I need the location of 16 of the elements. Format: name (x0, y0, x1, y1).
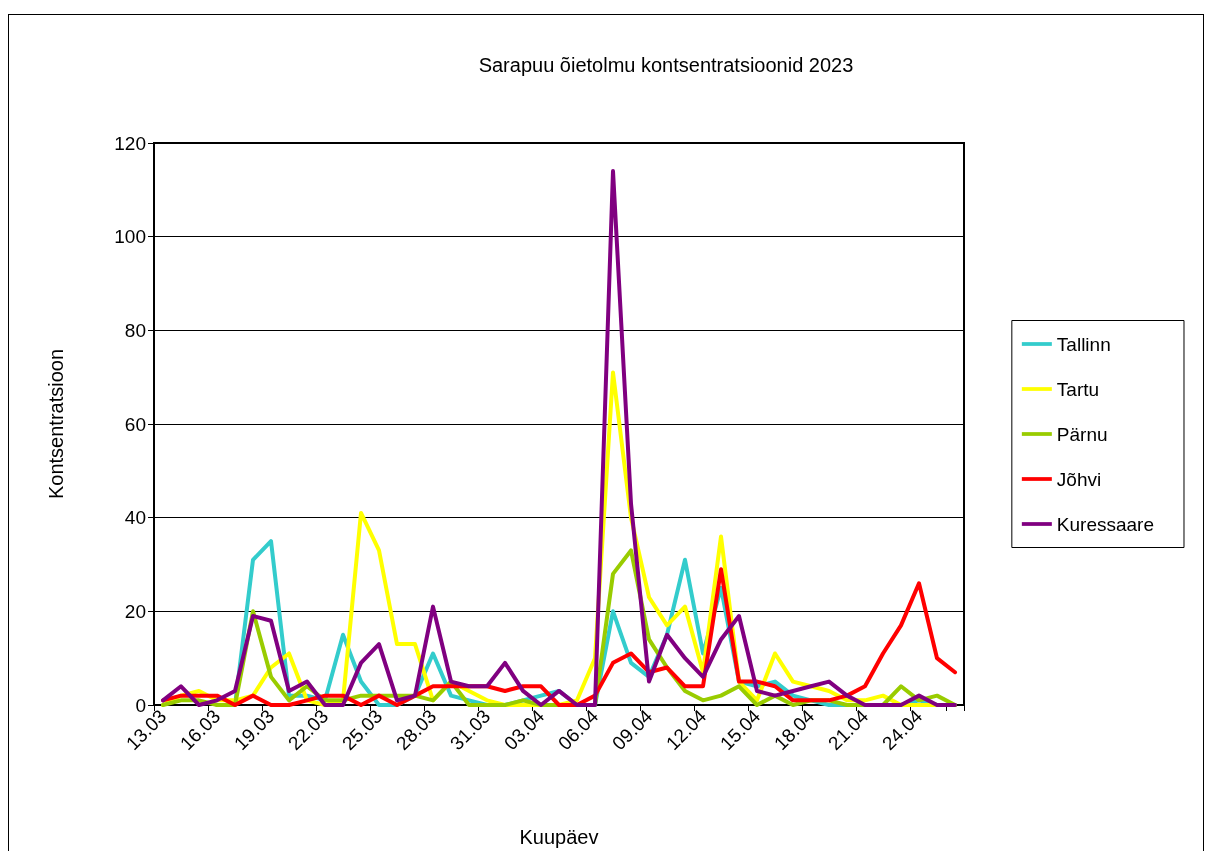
y-tick-label: 0 (135, 694, 146, 716)
y-tick-label: 40 (124, 507, 146, 529)
x-axis-title: Kuupäev (519, 826, 599, 848)
y-tick-label: 120 (114, 132, 146, 154)
y-tick-label: 60 (124, 413, 146, 435)
chart-title: Sarapuu õietolmu kontsentratsioonid 2023 (478, 54, 854, 76)
legend-label: Jõhvi (1056, 468, 1102, 490)
legend-label: Tartu (1056, 378, 1100, 400)
line-series (161, 169, 957, 707)
legend-label: Kuressaare (1056, 513, 1155, 535)
y-tick-label: 20 (124, 600, 146, 622)
y-axis-title: Kontsentratsioon (45, 348, 67, 500)
legend-label: Pärnu (1056, 423, 1108, 445)
legend-label: Tallinn (1056, 333, 1111, 355)
y-tick-label: 100 (114, 226, 146, 248)
y-tick-label: 80 (124, 319, 146, 341)
